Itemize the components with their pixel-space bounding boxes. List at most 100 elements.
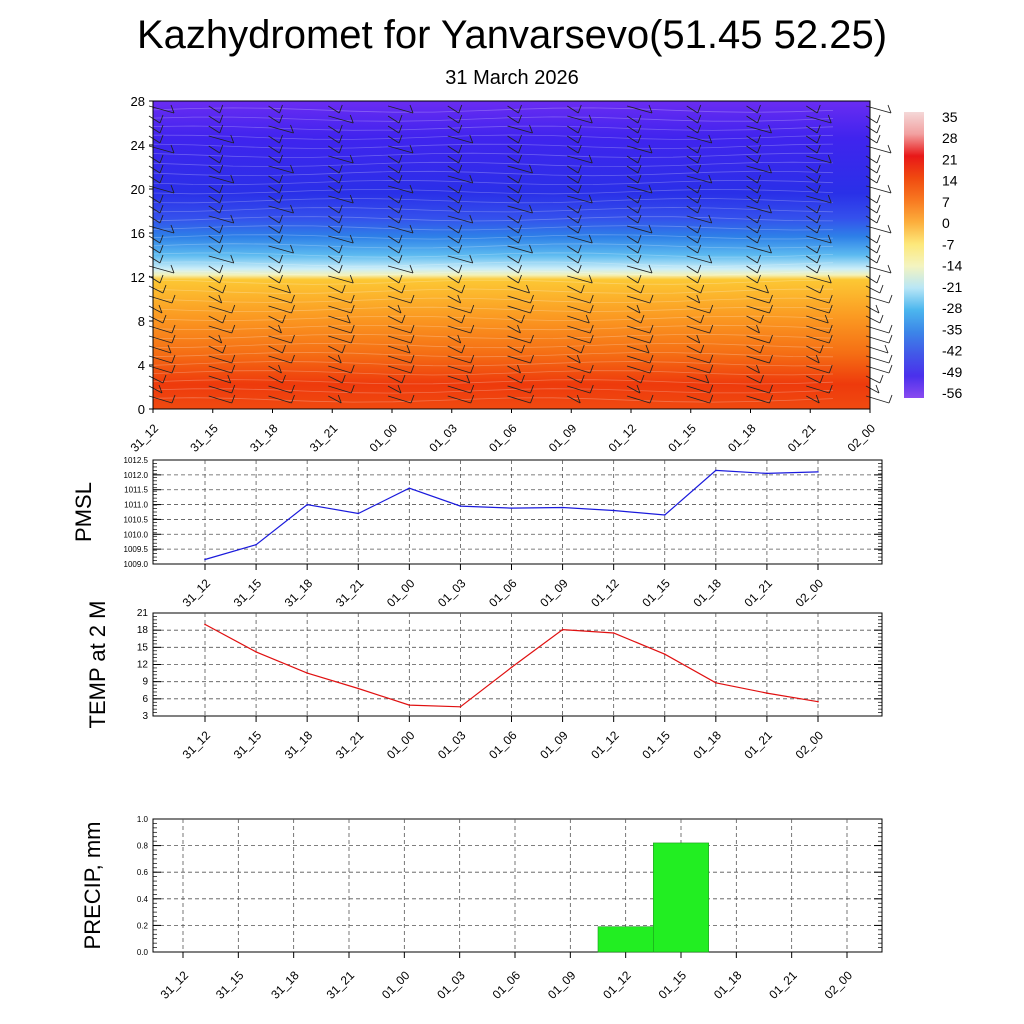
x-tick-label: 31_21 [333, 728, 367, 762]
wind-barb [626, 155, 639, 164]
pmsl-point [766, 472, 768, 475]
wind-barb-feather [171, 334, 176, 344]
wind-barb [746, 125, 772, 134]
wind-barb-feather [470, 394, 475, 404]
wind-barb-feather [470, 384, 475, 394]
wind-barb [686, 235, 698, 244]
wind-barb [567, 255, 579, 264]
wind-barb-feather [231, 354, 236, 364]
wind-barb-feather [219, 204, 224, 214]
y-tick-label: 9 [142, 677, 148, 688]
x-tick-label: 31_15 [231, 576, 265, 610]
wind-barb [626, 265, 653, 274]
wind-barb [865, 315, 881, 324]
wind-barb [626, 305, 641, 314]
isotherm-contour [152, 216, 834, 222]
wind-barb [447, 145, 459, 154]
y-tick-label: 0.4 [137, 895, 149, 904]
x-tick-label: 01_00 [379, 968, 413, 1002]
wind-barb [567, 305, 591, 314]
wind-barb-feather [815, 394, 820, 404]
wind-barb [746, 225, 758, 234]
wind-barb [567, 295, 591, 304]
x-tick-label: 01_12 [588, 728, 622, 762]
x-tick-label: 01_21 [742, 728, 776, 762]
wind-barb [746, 365, 760, 374]
wind-barb-feather [530, 394, 534, 404]
pmsl-point [357, 512, 360, 515]
wind-barb-feather [648, 184, 653, 194]
wind-barb [686, 105, 698, 114]
wind-barb-feather [518, 184, 522, 194]
y-tick-label: 1009.5 [124, 545, 149, 554]
wind-barb-feather [338, 174, 343, 184]
wind-barb [148, 175, 161, 184]
wind-barb [746, 275, 758, 284]
wind-barb-feather [398, 194, 403, 204]
wind-barb [387, 355, 412, 364]
wind-barb [567, 385, 591, 394]
wind-barb [626, 175, 639, 184]
isotherm-contour [152, 225, 834, 231]
wind-barb [447, 115, 459, 124]
wind-barb-feather [278, 324, 282, 334]
wind-barb-feather [580, 284, 585, 294]
temp-point [459, 706, 462, 708]
wind-barb-feather [219, 274, 224, 284]
wind-barb [208, 215, 234, 224]
wind-barb [447, 235, 459, 244]
wind-barb [328, 375, 343, 384]
wind-barb-feather [637, 124, 642, 134]
wind-barb [567, 225, 579, 234]
wind-barb [507, 365, 521, 374]
wind-barb [447, 375, 470, 384]
wind-barb-feather [470, 354, 475, 364]
wind-barb-feather [875, 304, 880, 314]
wind-barb-feather [230, 214, 235, 224]
wind-barb-feather [159, 134, 164, 144]
wind-barb [746, 145, 758, 154]
wind-barb-feather [219, 104, 224, 114]
wind-barb-feather [290, 124, 294, 134]
wind-barb [268, 315, 283, 324]
x-tick-label: 31_18 [282, 728, 316, 762]
wind-barb-feather [470, 304, 475, 314]
wind-barb [328, 305, 352, 314]
wind-barb-feather [230, 254, 235, 264]
x-tick-label: 01_00 [384, 576, 418, 610]
wind-barb-feather [338, 254, 343, 264]
wind-barb [208, 235, 220, 244]
wind-barb-feather [757, 254, 761, 264]
wind-barb [208, 355, 232, 364]
wind-barb-feather [219, 114, 224, 124]
pmsl-point [561, 506, 564, 509]
wind-barb-feather [218, 334, 223, 344]
x-tick-label: 31_12 [180, 728, 214, 762]
wind-barb-feather [589, 294, 594, 304]
wind-barb-feather [398, 214, 403, 224]
wind-barb-feather [338, 214, 343, 224]
wind-barb [806, 185, 818, 194]
wind-barb-feather [521, 344, 525, 354]
wind-barb [507, 245, 533, 254]
wind-barb-feather [816, 244, 821, 254]
wind-barb [268, 205, 294, 214]
wind-barb-feather [705, 374, 710, 384]
wind-barb-feather [517, 364, 521, 374]
wind-barb-feather [461, 344, 466, 354]
wind-barb [806, 325, 830, 334]
wind-barb [268, 135, 280, 144]
wind-barb-feather [461, 314, 466, 324]
wind-barb-feather [876, 174, 881, 184]
wind-barb [447, 275, 459, 284]
pmsl-point [612, 509, 615, 512]
wind-barb [208, 155, 220, 164]
wind-barb-feather [649, 294, 654, 304]
y-tick-label: 12 [131, 270, 145, 285]
wind-barb-feather [879, 314, 884, 324]
wind-barb-feather [457, 294, 462, 304]
wind-barb [567, 235, 593, 244]
x-tick-label: 31_21 [333, 576, 367, 610]
x-tick-label: 31_12 [158, 968, 192, 1002]
